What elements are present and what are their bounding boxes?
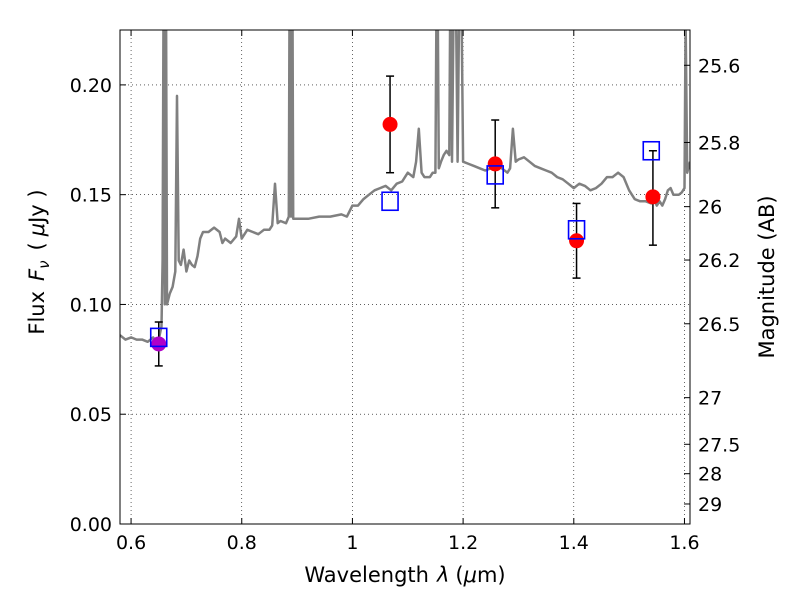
magnitude-tick-label: 26 — [698, 197, 722, 219]
observed-point — [382, 116, 398, 132]
magnitude-tick-label: 28 — [698, 464, 722, 486]
model-photometry-point — [149, 327, 168, 348]
x-tick-label: 1.4 — [559, 532, 589, 554]
x-axis-label-text: Wavelength — [304, 563, 429, 587]
y-axis-ticks: 0.00 0.05 0.10 0.15 0.20 — [70, 75, 126, 536]
y-tick-label: 0.10 — [70, 294, 112, 316]
x-tick-label: 0.6 — [116, 532, 146, 554]
y-tick-label: 0.05 — [70, 404, 112, 426]
x-axis-ticks: 0.6 0.8 1 1.2 1.4 1.6 — [116, 30, 700, 554]
model-photometry-point — [381, 191, 399, 212]
y-axis-label-text: Flux — [25, 291, 49, 335]
magnitude-tick-label: 25.8 — [698, 132, 740, 154]
grid-lines — [120, 30, 690, 524]
y-tick-label: 0.20 — [70, 75, 112, 97]
plot-frame — [119, 29, 691, 525]
observed-point — [645, 189, 661, 205]
x-axis-label-symbol: λ — [436, 563, 449, 587]
x-tick-label: 0.8 — [227, 532, 257, 554]
x-tick-label: 1 — [346, 532, 358, 554]
observed-points — [151, 116, 661, 352]
y-tick-label: 0.15 — [70, 185, 112, 207]
model-photometry-points — [149, 140, 661, 348]
model-photometry-point — [486, 165, 505, 185]
magnitude-tick-label: 27 — [698, 388, 722, 410]
model-photometry-point — [642, 140, 661, 161]
y-tick-label: 0.00 — [70, 514, 112, 536]
magnitude-tick-label: 29 — [698, 494, 722, 516]
y-axis-label-rest: Jy ) — [25, 189, 49, 225]
y-axis-label-symbol: F — [25, 268, 49, 281]
magnitude-axis-ticks: 25.6 25.8 26 26.2 26.5 27 27.5 28 29 — [684, 55, 740, 516]
observed-point — [151, 336, 167, 352]
magnitude-tick-label: 26.5 — [698, 314, 740, 336]
x-axis-label-open: ( — [455, 563, 463, 587]
observed-point — [487, 156, 503, 172]
model-spectrum — [120, 30, 690, 344]
y-axis-label-subscript: ν — [35, 260, 53, 268]
x-tick-label: 1.2 — [448, 532, 478, 554]
model-spectrum-line — [120, 30, 690, 344]
model-photometry-point — [567, 219, 586, 240]
magnitude-tick-label: 27.5 — [698, 434, 740, 456]
y-axis-label-mu: μ — [25, 223, 49, 237]
x-axis-label: Wavelength λ (μm) — [304, 563, 505, 587]
y-axis-label: Flux Fν ( μJy ) — [25, 189, 53, 334]
x-axis-label-mu: μ — [463, 563, 477, 587]
observed-point — [569, 233, 585, 249]
right-axis-label: Magnitude (AB) — [755, 195, 779, 358]
x-axis-label-rest: m) — [477, 563, 506, 587]
y-axis-label-open: ( — [25, 242, 49, 250]
magnitude-tick-label: 25.6 — [698, 55, 740, 77]
plot-background — [120, 30, 690, 524]
magnitude-tick-label: 26.2 — [698, 250, 740, 272]
x-tick-label: 1.6 — [669, 532, 699, 554]
